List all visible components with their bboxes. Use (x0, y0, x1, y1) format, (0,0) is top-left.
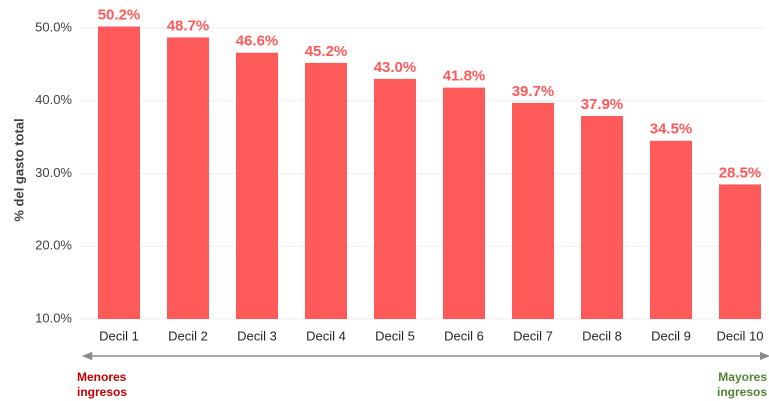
x-tick-label: Decil 1 (99, 328, 139, 343)
value-label: 34.5% (650, 121, 693, 138)
bar (98, 26, 140, 320)
y-axis-label: % del gasto total (11, 118, 26, 221)
bar (443, 87, 485, 319)
value-label: 46.6% (236, 33, 279, 50)
y-tick-label: 10.0% (35, 310, 72, 325)
x-tick-label: Decil 5 (375, 328, 415, 343)
x-tick-label: Decil 9 (651, 328, 691, 343)
value-label: 48.7% (167, 17, 210, 34)
bar (167, 37, 209, 320)
value-label: 37.9% (581, 96, 624, 113)
bar (650, 140, 692, 319)
value-label: 43.0% (374, 59, 417, 76)
x-tick-label: Decil 6 (444, 328, 484, 343)
bar (512, 102, 554, 319)
value-label: 45.2% (305, 43, 348, 60)
x-tick-label: Decil 7 (513, 328, 553, 343)
value-label: 28.5% (719, 164, 762, 181)
value-label: 41.8% (443, 68, 486, 85)
y-tick-label: 50.0% (35, 19, 72, 34)
y-tick-label: 30.0% (35, 165, 72, 180)
annotation: ingresos (77, 385, 127, 399)
value-label: 50.2% (98, 6, 141, 23)
x-tick-label: Decil 8 (582, 328, 622, 343)
bar (374, 78, 416, 319)
annotation: Mayores (718, 370, 767, 384)
value-label: 39.7% (512, 83, 555, 100)
y-tick-label: 40.0% (35, 92, 72, 107)
x-tick-label: Decil 3 (237, 328, 277, 343)
x-tick-label: Decil 2 (168, 328, 208, 343)
x-tick-label: Decil 10 (717, 328, 764, 343)
annotation: ingresos (717, 385, 767, 399)
y-tick-label: 20.0% (35, 238, 72, 253)
bar (236, 52, 278, 320)
annotation: Menores (77, 370, 127, 384)
bar (581, 116, 623, 319)
bar (719, 184, 761, 319)
x-tick-label: Decil 4 (306, 328, 346, 343)
bar (305, 62, 347, 320)
